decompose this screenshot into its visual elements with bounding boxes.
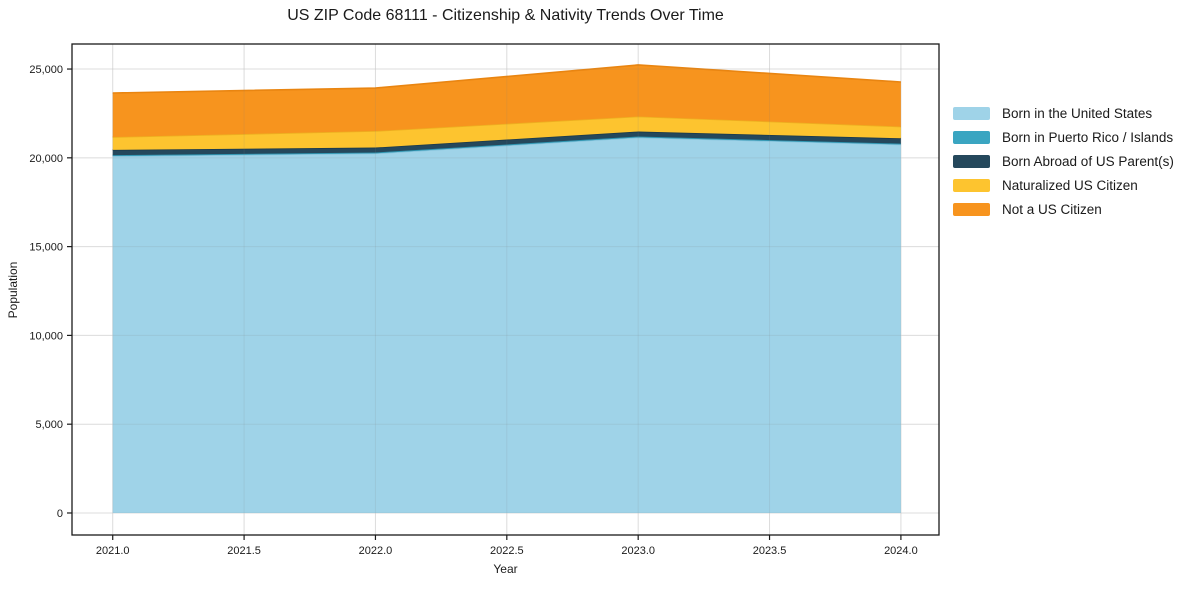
y-tick-label: 0 <box>57 508 63 520</box>
x-tick-label: 2021.0 <box>96 545 130 557</box>
legend-label: Born in Puerto Rico / Islands <box>1002 129 1174 145</box>
x-tick-label: 2021.5 <box>227 545 261 557</box>
x-tick-label: 2023.0 <box>621 545 655 557</box>
area-not-a-us-citizen <box>112 64 901 138</box>
legend-swatch-icon <box>953 178 990 192</box>
legend-item-naturalized-us-citizen: Naturalized US Citizen <box>953 173 1174 197</box>
legend-item-born-in-puerto-rico-islands: Born in Puerto Rico / Islands <box>953 125 1174 149</box>
y-tick-label: 15,000 <box>29 242 63 254</box>
area-naturalized-us-citizen <box>112 116 901 150</box>
legend-swatch-icon <box>953 106 990 120</box>
x-tick-label: 2022.5 <box>490 545 524 557</box>
x-axis-label: Year <box>493 562 518 576</box>
legend-label: Not a US Citizen <box>1002 201 1102 217</box>
area-born-in-the-united-states <box>112 137 901 513</box>
legend: Born in the United States Born in Puerto … <box>953 101 1174 221</box>
legend-item-not-a-us-citizen: Not a US Citizen <box>953 197 1174 221</box>
y-tick-label: 10,000 <box>29 330 63 342</box>
legend-label: Born Abroad of US Parent(s) <box>1002 153 1174 169</box>
legend-item-born-in-the-united-states: Born in the United States <box>953 101 1174 125</box>
y-axis-label: Population <box>6 261 20 319</box>
y-tick-label: 20,000 <box>29 153 63 165</box>
area-born-abroad-of-us-parent-s <box>112 131 901 156</box>
y-tick-label: 5,000 <box>35 419 63 431</box>
legend-label: Naturalized US Citizen <box>1002 177 1138 193</box>
legend-swatch-icon <box>953 202 990 216</box>
legend-label: Born in the United States <box>1002 105 1153 121</box>
legend-item-born-abroad-of-us-parent-s: Born Abroad of US Parent(s) <box>953 149 1174 173</box>
y-tick-label: 25,000 <box>29 64 63 76</box>
area-edge-born-in-the-united-states <box>112 136 901 157</box>
plot-border <box>71 43 940 536</box>
chart-title: US ZIP Code 68111 - Citizenship & Nativi… <box>287 7 724 24</box>
legend-swatch-icon <box>953 130 990 144</box>
x-tick-label: 2023.5 <box>753 545 787 557</box>
area-edge-not-a-us-citizen <box>112 64 901 94</box>
x-tick-label: 2024.0 <box>884 545 918 557</box>
legend-swatch-icon <box>953 154 990 168</box>
x-tick-label: 2022.0 <box>359 545 393 557</box>
